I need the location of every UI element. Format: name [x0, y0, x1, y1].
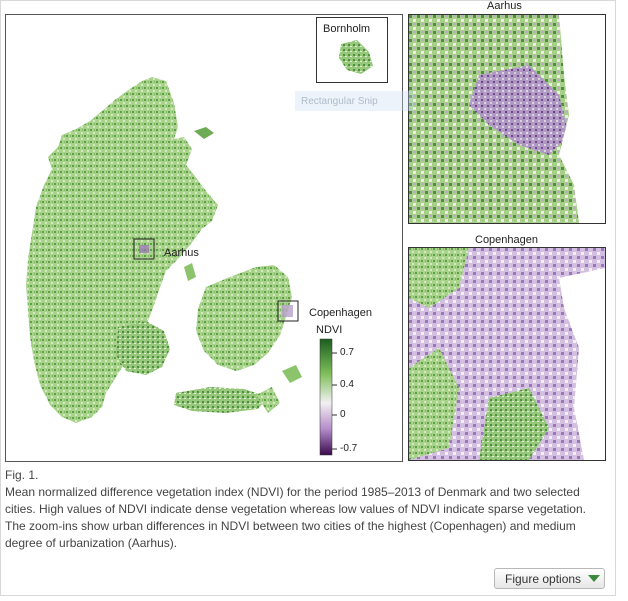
chevron-down-icon [588, 575, 601, 582]
rectangular-snip-tooltip: Rectangular Snip [295, 91, 413, 111]
zealand-region [196, 265, 292, 371]
copenhagen-panel-title: Copenhagen [475, 234, 539, 246]
falster-region [256, 387, 280, 413]
island-samso [184, 263, 196, 281]
aarhus-panel-title: Aarhus [487, 0, 522, 12]
aarhus-box [133, 238, 155, 260]
bornholm-shape [339, 40, 373, 74]
figure-caption: Fig. 1. Mean normalized difference veget… [5, 467, 607, 552]
figure-options-label: Figure options [505, 571, 582, 586]
copenhagen-zoom-panel [408, 247, 606, 461]
lolland-region [174, 387, 268, 413]
figure-options-button[interactable]: Figure options [494, 568, 605, 589]
copenhagen-box [277, 300, 299, 322]
denmark-map [26, 77, 337, 456]
ndvi-colorbar [319, 338, 333, 456]
legend-tick-1: 0.4 [340, 379, 354, 390]
legend-title: NDVI [316, 324, 343, 336]
caption-text: Mean normalized difference vegetation in… [5, 485, 586, 550]
figure-label: Fig. 1. [5, 468, 39, 482]
legend-tick-0: 0.7 [340, 347, 354, 358]
copenhagen-map-label: Copenhagen [309, 307, 373, 319]
legend-tick-3: -0.7 [340, 443, 358, 454]
legend-tick-2: 0 [340, 409, 346, 420]
aarhus-zoom-map [409, 15, 605, 223]
figure-frame [0, 0, 616, 596]
island-mon [282, 365, 302, 383]
aarhus-zoom-panel [408, 14, 606, 224]
jutland-region [26, 77, 218, 423]
bornholm-label: Bornholm [323, 23, 371, 35]
figure-canvas: Bornholm Aarhus Copenhagen NDVI 0.7 0.4 … [5, 0, 608, 464]
denmark-map-panel: Bornholm Aarhus Copenhagen NDVI 0.7 0.4 … [5, 14, 403, 462]
copenhagen-zoom-map [409, 248, 605, 460]
aarhus-map-label: Aarhus [164, 247, 199, 259]
funen-region [116, 321, 170, 375]
bornholm-inset: Bornholm [316, 17, 388, 83]
island-anholt [194, 127, 214, 139]
